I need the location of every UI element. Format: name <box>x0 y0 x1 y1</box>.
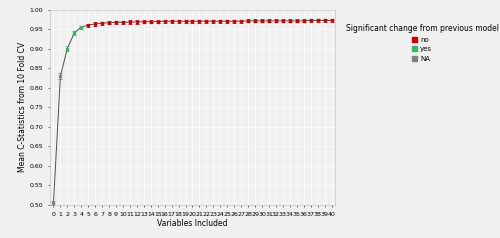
Y-axis label: Mean C-Statistics from 10 Fold CV: Mean C-Statistics from 10 Fold CV <box>18 42 26 172</box>
Legend: no, yes, NA: no, yes, NA <box>344 23 500 63</box>
X-axis label: Variables Included: Variables Included <box>157 219 228 228</box>
